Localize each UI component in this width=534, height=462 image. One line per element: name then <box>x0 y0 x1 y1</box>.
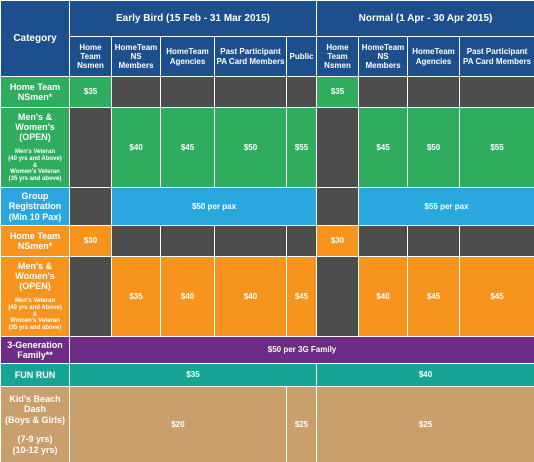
price: $45 <box>407 256 461 337</box>
category-note: Men's Veteran (40 yrs and Above) & Women's … <box>2 149 68 183</box>
category: Group Registration (Min 10 Pax) <box>0 187 70 226</box>
price: $50 per pax <box>110 187 318 226</box>
empty-cell <box>160 76 215 108</box>
price: $45 <box>285 256 318 337</box>
header-cell: Normal (1 Apr - 30 Apr 2015) <box>316 0 534 37</box>
note-line: Women's Veteran <box>10 318 60 325</box>
empty-cell <box>69 187 112 226</box>
category: Men's & Women's (OPEN) Men's Veteran (40 y… <box>0 107 70 188</box>
empty-cell <box>285 76 318 108</box>
price: $40 <box>316 363 534 387</box>
category-line: Kid's Beach Dash <box>9 394 61 415</box>
category: Home Team NSmen* <box>0 76 70 108</box>
header-cell: Public <box>285 36 318 77</box>
price: $35 <box>111 256 161 337</box>
category-line: (7-9 yrs) <box>17 434 53 445</box>
price: $55 <box>459 107 534 188</box>
category: Men's & Women's (OPEN) Men's Veteran (40 y… <box>0 256 70 337</box>
category-note: Men's Veteran (40 yrs and Above) & Women's … <box>2 298 68 332</box>
spacer <box>2 425 68 434</box>
category-line: (10-12 yrs) <box>12 444 58 455</box>
note-line: Men's Veteran <box>14 297 56 304</box>
note-line: Women's Veteran <box>10 169 60 176</box>
note-line: (35 yrs and above) <box>8 325 62 332</box>
price: $55 <box>285 107 318 188</box>
category: 3-Generation Family** <box>0 336 70 364</box>
header-cell: Home Team Nsmen <box>69 36 112 77</box>
category: Kid's Beach Dash (Boys & Girls) (7-9 yrs… <box>0 386 70 462</box>
header-cell: Past Participant PA Card Members <box>459 36 534 77</box>
note-line: Men's Veteran <box>14 148 56 155</box>
empty-cell <box>407 225 461 257</box>
price: $20 <box>69 386 287 462</box>
price: $40 <box>358 256 409 337</box>
header-cell: HomeTeam NS Members <box>358 36 409 77</box>
price: $35 <box>68 363 318 387</box>
price: $25 <box>316 386 534 462</box>
price: $40 <box>214 256 287 337</box>
header-cell: Home Team Nsmen <box>316 36 360 77</box>
category-title: Men's & Women's (OPEN) <box>15 111 55 143</box>
price: $50 <box>214 107 287 188</box>
header-cell: HomeTeam Agencies <box>407 36 461 77</box>
price: $55 per pax <box>358 187 534 226</box>
header-cell: HomeTeam Agencies <box>160 36 215 77</box>
price: $30 <box>69 225 112 257</box>
empty-cell <box>316 187 360 226</box>
empty-cell <box>285 225 318 257</box>
category: FUN RUN <box>0 363 70 387</box>
empty-cell <box>111 225 161 257</box>
empty-cell <box>316 256 360 337</box>
category-line: (Boys & Girls) <box>4 414 65 425</box>
empty-cell <box>358 76 409 108</box>
empty-cell <box>358 225 409 257</box>
empty-cell <box>214 76 287 108</box>
price: $25 <box>285 386 318 462</box>
category-title: Men's & Women's (OPEN) <box>15 260 55 292</box>
empty-cell <box>459 225 534 257</box>
price: $45 <box>459 256 534 337</box>
header-cell: Past Participant PA Card Members <box>214 36 287 77</box>
header-cell: Early Bird (15 Feb - 31 Mar 2015) <box>68 0 318 37</box>
empty-cell <box>69 107 112 188</box>
empty-cell <box>214 225 287 257</box>
empty-cell <box>69 256 112 337</box>
note-line: (40 yrs and Above) <box>8 304 62 311</box>
empty-cell <box>160 225 215 257</box>
price: $40 <box>111 107 161 188</box>
empty-cell <box>316 107 360 188</box>
price: $35 <box>69 76 112 108</box>
note-line: & <box>32 311 38 318</box>
price: $40 <box>160 256 215 337</box>
price: $35 <box>316 76 360 108</box>
note-line: (35 yrs and above) <box>8 176 62 183</box>
note-line: & <box>32 162 38 169</box>
note-line: (40 yrs and Above) <box>8 155 62 162</box>
empty-cell <box>407 76 461 108</box>
header-cell: Category <box>0 0 70 77</box>
empty-cell <box>459 76 534 108</box>
price: $30 <box>316 225 360 257</box>
empty-cell <box>111 76 161 108</box>
price: $50 <box>407 107 461 188</box>
category: Home Team NSmen* <box>0 225 70 257</box>
price: $45 <box>358 107 409 188</box>
price: $45 <box>160 107 215 188</box>
price: $50 per 3G Family <box>68 336 534 364</box>
header-cell: HomeTeam NS Members <box>111 36 161 77</box>
